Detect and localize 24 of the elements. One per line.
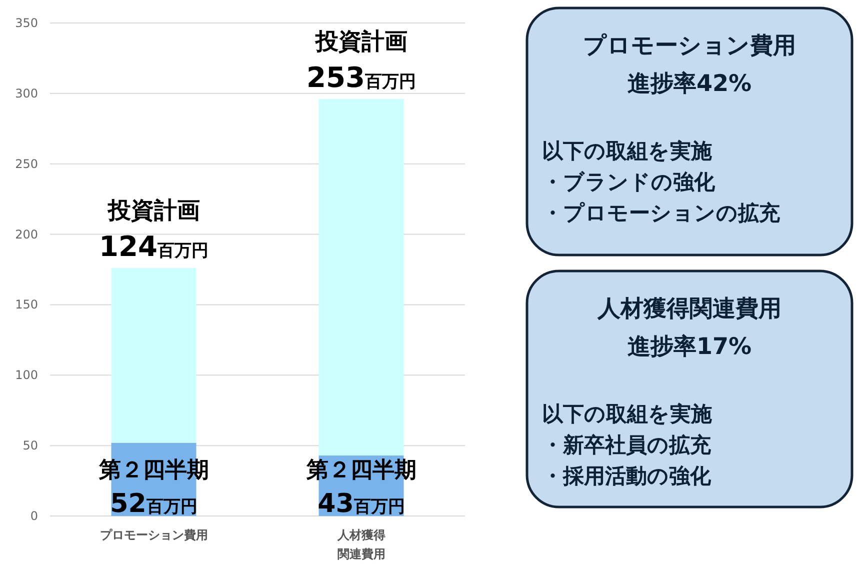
y-tick-label: 350 <box>15 16 38 30</box>
y-tick-label: 250 <box>15 156 38 171</box>
text: 以下の取組を実施 <box>542 402 712 426</box>
text: 進捗率42% <box>627 70 752 97</box>
y-tick-label: 50 <box>22 438 38 453</box>
y-tick-label: 200 <box>15 227 38 242</box>
y-tick-label: 100 <box>15 368 38 382</box>
data-label: 投資計画 253百万円 <box>306 29 416 94</box>
text: 進捗率17% <box>627 333 752 360</box>
y-tick-label: 300 <box>15 86 38 100</box>
text: ・新卒社員の拡充 <box>542 433 712 457</box>
text: プロモーション費用 <box>583 33 796 59</box>
text: 以下の取組を実施 <box>542 139 712 163</box>
text: ・採用活動の強化 <box>542 464 712 488</box>
text: ・プロモーションの拡充 <box>542 201 781 225</box>
text: ・ブランドの強化 <box>542 170 716 194</box>
y-tick-label: 150 <box>15 298 38 312</box>
data-label: 投資計画 124百万円 <box>99 198 208 264</box>
data-label: 第２四半期 52百万円 <box>98 458 209 519</box>
bar <box>318 99 404 456</box>
y-tick-label: 0 <box>30 509 38 523</box>
bar <box>111 268 196 443</box>
data-label: 第２四半期 43百万円 <box>305 458 416 519</box>
text: 人材獲得関連費用 <box>596 296 782 322</box>
